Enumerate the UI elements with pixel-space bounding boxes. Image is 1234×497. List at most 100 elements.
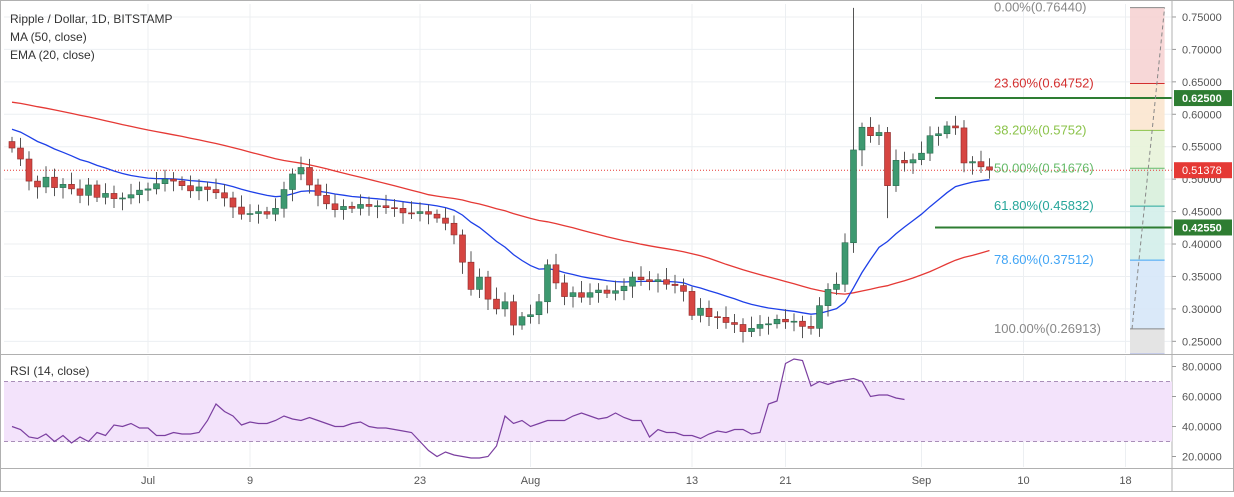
candle-body[interactable] — [748, 328, 755, 332]
candle-body[interactable] — [841, 242, 849, 285]
candle-body[interactable] — [416, 211, 424, 214]
candle-body[interactable] — [331, 203, 339, 210]
candle-body[interactable] — [612, 290, 619, 294]
candle-body[interactable] — [425, 211, 432, 215]
candle-body[interactable] — [127, 194, 135, 199]
candle-body[interactable] — [8, 141, 16, 149]
candle-body[interactable] — [867, 126, 874, 136]
candle-body[interactable] — [59, 184, 67, 188]
candle-body[interactable] — [739, 324, 747, 332]
candle-body[interactable] — [697, 307, 704, 316]
candle-body[interactable] — [442, 217, 449, 224]
candle-body[interactable] — [629, 276, 636, 287]
candle-body[interactable] — [663, 279, 670, 285]
candle-body[interactable] — [620, 285, 628, 292]
candle-body[interactable] — [433, 213, 441, 219]
candle-body[interactable] — [680, 285, 687, 292]
candle-body[interactable] — [901, 160, 908, 164]
candle-body[interactable] — [926, 135, 934, 154]
candle-body[interactable] — [306, 167, 313, 186]
candle-body[interactable] — [952, 125, 959, 129]
candle-body[interactable] — [42, 176, 50, 188]
candle-body[interactable] — [229, 197, 237, 208]
candle-body[interactable] — [484, 276, 492, 300]
candle-body[interactable] — [493, 298, 500, 310]
candle-body[interactable] — [816, 305, 823, 329]
candle-body[interactable] — [705, 307, 713, 317]
candle-body[interactable] — [195, 186, 203, 192]
candle-body[interactable] — [977, 161, 985, 168]
candle-body[interactable] — [110, 193, 118, 199]
candle-body[interactable] — [552, 264, 560, 284]
candle-body[interactable] — [51, 176, 58, 188]
candle-body[interactable] — [161, 178, 169, 184]
candle-body[interactable] — [637, 276, 645, 280]
candle-body[interactable] — [408, 212, 415, 215]
candle-body[interactable] — [187, 185, 194, 192]
candle-body[interactable] — [722, 317, 730, 323]
candle-body[interactable] — [501, 301, 509, 310]
candle-body[interactable] — [340, 206, 347, 210]
candle-body[interactable] — [348, 206, 356, 209]
candle-body[interactable] — [892, 160, 900, 186]
candle-body[interactable] — [765, 323, 772, 326]
candle-body[interactable] — [136, 189, 143, 196]
candle-body[interactable] — [969, 161, 976, 164]
candle-body[interactable] — [450, 222, 458, 236]
candle-body[interactable] — [212, 189, 220, 194]
candle-body[interactable] — [935, 133, 942, 136]
candle-body[interactable] — [76, 188, 84, 196]
candle-body[interactable] — [807, 326, 815, 329]
candle-body[interactable] — [756, 324, 764, 329]
candle-body[interactable] — [688, 291, 696, 316]
candle-body[interactable] — [255, 211, 262, 214]
candle-body[interactable] — [119, 197, 126, 200]
candle-body[interactable] — [918, 152, 925, 160]
candle-body[interactable] — [391, 207, 398, 209]
candle-body[interactable] — [654, 279, 662, 282]
candle-body[interactable] — [153, 183, 160, 190]
candle-body[interactable] — [459, 234, 466, 263]
candle-body[interactable] — [595, 289, 602, 293]
candle-body[interactable] — [646, 279, 653, 282]
candle-body[interactable] — [34, 180, 41, 188]
candle-body[interactable] — [85, 184, 92, 196]
candle-body[interactable] — [884, 132, 891, 186]
candle-body[interactable] — [178, 180, 186, 186]
candle-body[interactable] — [382, 205, 390, 208]
candle-body[interactable] — [578, 292, 585, 298]
candle-body[interactable] — [68, 184, 75, 190]
candle-body[interactable] — [527, 314, 534, 317]
candle-body[interactable] — [25, 158, 33, 182]
candle-body[interactable] — [586, 292, 594, 298]
candle-body[interactable] — [731, 322, 738, 325]
candle-body[interactable] — [399, 208, 407, 214]
candle-body[interactable] — [909, 159, 917, 164]
candle-body[interactable] — [790, 320, 798, 323]
candle-body[interactable] — [535, 301, 543, 316]
candle-body[interactable] — [782, 318, 789, 323]
candle-body[interactable] — [943, 125, 951, 135]
candle-body[interactable] — [365, 204, 373, 207]
candle-body[interactable] — [569, 292, 577, 297]
candle-body[interactable] — [170, 178, 177, 182]
candle-body[interactable] — [272, 208, 279, 215]
candle-body[interactable] — [850, 149, 857, 244]
candle-body[interactable] — [93, 184, 101, 198]
candle-body[interactable] — [544, 264, 551, 303]
candle-body[interactable] — [467, 261, 475, 290]
candle-body[interactable] — [510, 301, 517, 326]
candle-body[interactable] — [246, 213, 254, 215]
candle-body[interactable] — [297, 167, 305, 175]
candle-body[interactable] — [374, 205, 381, 208]
candle-body[interactable] — [280, 189, 288, 209]
candle-body[interactable] — [714, 316, 721, 318]
candle-body[interactable] — [204, 186, 211, 190]
candle-body[interactable] — [289, 173, 296, 190]
candle-body[interactable] — [323, 195, 330, 205]
candle-body[interactable] — [17, 147, 24, 160]
candle-body[interactable] — [603, 289, 611, 294]
candle-body[interactable] — [833, 283, 840, 290]
candle-body[interactable] — [773, 318, 781, 325]
candle-body[interactable] — [144, 188, 152, 191]
